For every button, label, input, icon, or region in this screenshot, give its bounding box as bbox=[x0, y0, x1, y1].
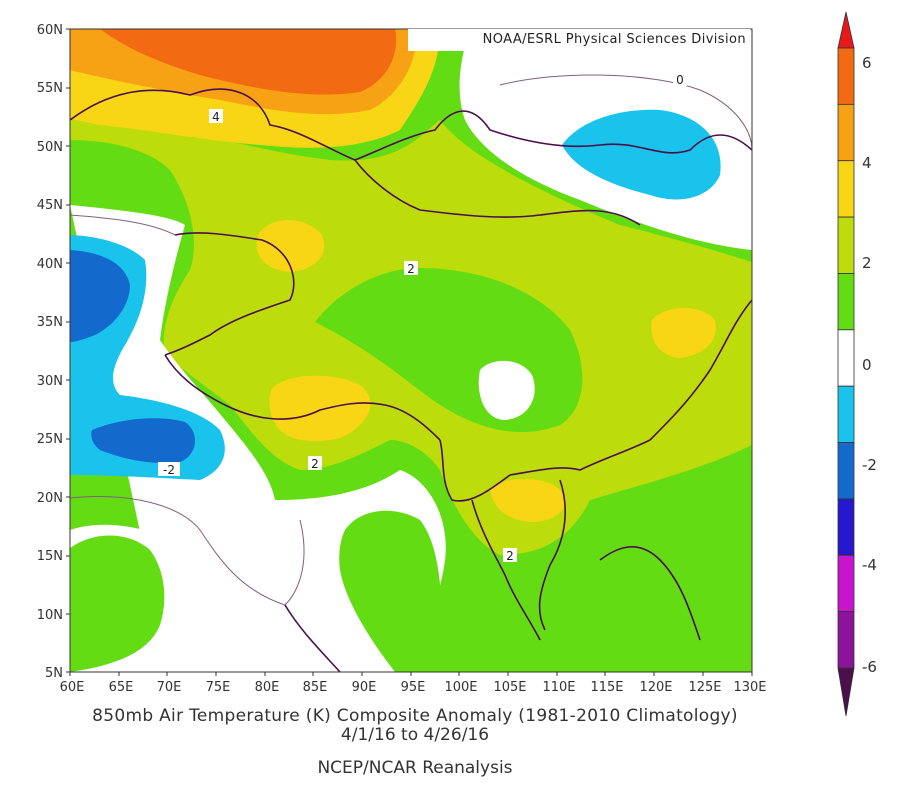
map-title: 850mb Air Temperature (K) Composite Anom… bbox=[92, 706, 738, 726]
lon-label: 90E bbox=[352, 680, 377, 695]
lat-label: 5N bbox=[45, 666, 63, 681]
colorbar-swatch bbox=[837, 160, 855, 218]
anomaly-region-yellow-north-tibet bbox=[256, 220, 325, 272]
colorbar-swatch bbox=[837, 103, 855, 162]
anomaly-region-bay-green bbox=[339, 510, 442, 672]
lat-label: 45N bbox=[37, 198, 63, 213]
anomaly-region-yellow-east-china bbox=[651, 307, 716, 358]
lat-label: 10N bbox=[37, 608, 63, 623]
colorbar-swatches bbox=[837, 47, 855, 669]
contour-label-2-west: 2 bbox=[311, 457, 319, 471]
colorbar-label: -4 bbox=[862, 556, 877, 574]
colorbar-label: 0 bbox=[862, 356, 872, 374]
colorbar-swatch bbox=[837, 216, 855, 274]
lon-label: 75E bbox=[206, 680, 231, 695]
lat-ticks bbox=[66, 28, 70, 673]
colorbar-bottom-arrow bbox=[837, 667, 855, 717]
colorbar-swatch bbox=[837, 329, 855, 387]
anomaly-region-yellow-tibet bbox=[269, 375, 371, 442]
colorbar-swatch bbox=[837, 554, 855, 613]
anomaly-region-west-darkblue-2 bbox=[91, 418, 196, 464]
colorbar-label: 6 bbox=[862, 54, 872, 72]
lat-label: 30N bbox=[37, 374, 63, 389]
map-date-range: 4/1/16 to 4/26/16 bbox=[340, 725, 490, 745]
lat-label: 15N bbox=[37, 549, 63, 564]
lon-label: 125E bbox=[688, 680, 721, 695]
lat-label: 50N bbox=[37, 140, 63, 155]
lon-label: 70E bbox=[157, 680, 182, 695]
colorbar-swatch bbox=[837, 273, 855, 331]
map-plot-area bbox=[70, 29, 752, 672]
contour-label-2-south: 2 bbox=[506, 549, 514, 563]
credit-label: NOAA/ESRL Physical Sciences Division bbox=[408, 29, 750, 51]
lon-ticks bbox=[69, 672, 753, 676]
lon-label: 80E bbox=[255, 680, 280, 695]
lon-label: 95E bbox=[401, 680, 426, 695]
lat-label: 20N bbox=[37, 491, 63, 506]
lat-label: 35N bbox=[37, 315, 63, 330]
colorbar-swatch bbox=[837, 498, 855, 556]
colorbar-top-arrow bbox=[837, 11, 855, 49]
lon-label: 65E bbox=[109, 680, 134, 695]
lon-axis: 60E 65E 70E 75E 80E 85E 90E 95E 100E 105… bbox=[60, 680, 767, 695]
lon-label: 110E bbox=[542, 680, 575, 695]
lat-label: 40N bbox=[37, 257, 63, 272]
colorbar: 6 4 2 0 -2 -4 -6 bbox=[837, 11, 877, 717]
map-source: NCEP/NCAR Reanalysis bbox=[317, 758, 513, 778]
contour-label-4: 4 bbox=[212, 110, 220, 124]
anomaly-region-sw-green bbox=[70, 535, 165, 672]
colorbar-label: -6 bbox=[862, 658, 877, 676]
colorbar-label: 4 bbox=[862, 154, 872, 172]
anomaly-region-west-darkblue-1 bbox=[70, 250, 130, 342]
anomaly-region-center-white bbox=[478, 360, 535, 420]
colorbar-swatch bbox=[837, 442, 855, 500]
anomaly-region-north-darkorange bbox=[100, 29, 397, 95]
colorbar-swatch bbox=[837, 385, 855, 443]
colorbar-label: 2 bbox=[862, 254, 872, 272]
colorbar-swatch bbox=[837, 611, 855, 669]
country-borders bbox=[70, 88, 752, 672]
lon-label: 85E bbox=[303, 680, 328, 695]
contour-label-minus2: -2 bbox=[163, 463, 175, 477]
colorbar-label: -2 bbox=[862, 456, 877, 474]
anomaly-region-yellow-indochina bbox=[490, 478, 565, 522]
lat-axis: 60N 55N 50N 45N 40N 35N 30N 25N 20N 15N … bbox=[37, 23, 63, 681]
lat-label: 60N bbox=[37, 23, 63, 38]
lon-label: 100E bbox=[444, 680, 477, 695]
contour-label-2-north: 2 bbox=[407, 262, 415, 276]
lon-label: 120E bbox=[639, 680, 672, 695]
lon-label: 105E bbox=[493, 680, 526, 695]
lon-label: 115E bbox=[590, 680, 623, 695]
contour-label-0: 0 bbox=[676, 73, 684, 87]
lat-label: 25N bbox=[37, 432, 63, 447]
lon-label: 130E bbox=[733, 680, 766, 695]
colorbar-swatch bbox=[837, 47, 855, 105]
lon-label: 60E bbox=[60, 680, 85, 695]
lat-label: 55N bbox=[37, 81, 63, 96]
anomaly-region-ne-blue bbox=[562, 109, 721, 200]
contour-label-group: 4 0 2 2 -2 2 bbox=[158, 72, 687, 563]
